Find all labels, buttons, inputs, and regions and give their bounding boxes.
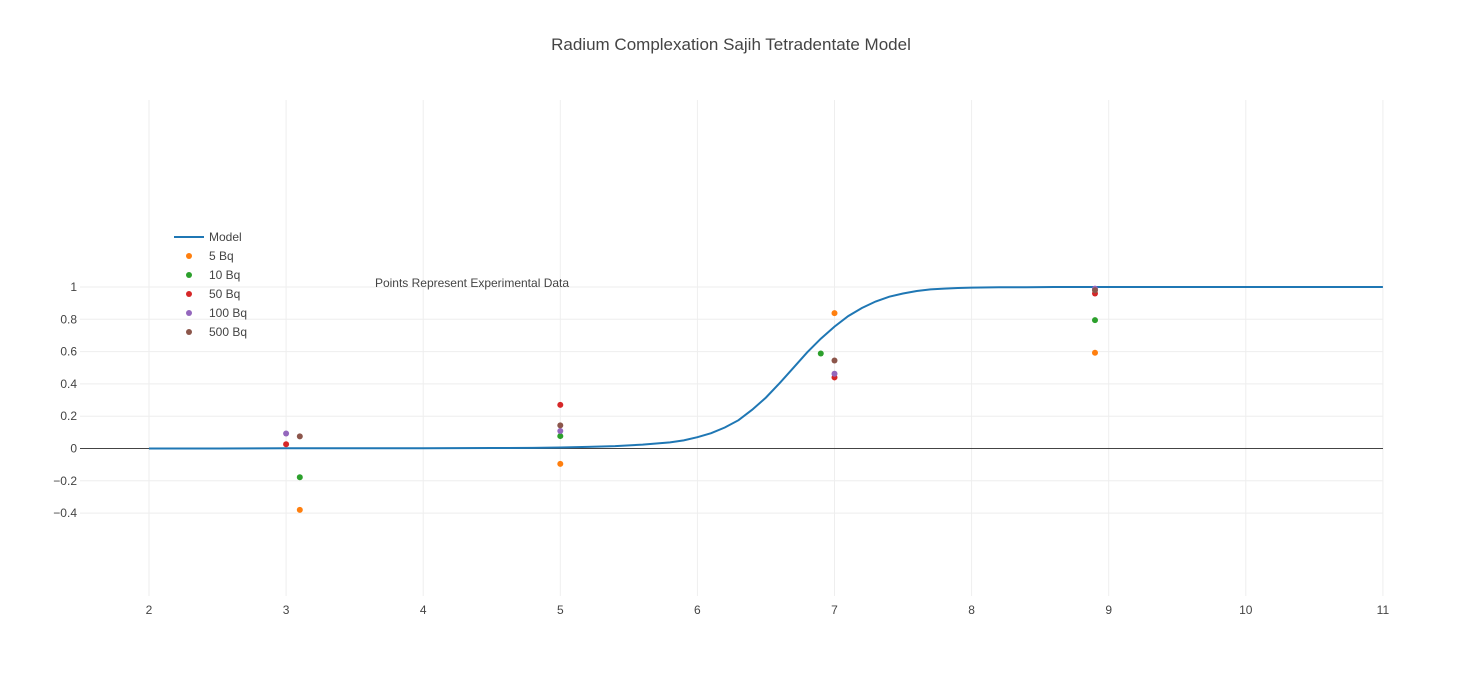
legend-label: Model (209, 230, 242, 244)
data-point[interactable] (831, 310, 838, 317)
x-tick-label: 3 (283, 603, 290, 617)
legend[interactable]: Model 5 Bq 10 Bq 50 Bq 100 Bq 500 Bq (174, 230, 247, 339)
data-point[interactable] (831, 370, 838, 377)
x-tick-label: 5 (557, 603, 564, 617)
x-tick-label: 4 (420, 603, 427, 617)
y-tick-label: 0.4 (60, 377, 77, 391)
x-tick-label: 9 (1105, 603, 1112, 617)
data-point[interactable] (296, 506, 303, 513)
x-tick-label: 6 (694, 603, 701, 617)
data-point[interactable] (831, 357, 838, 364)
data-point[interactable] (557, 460, 564, 467)
y-tick-label: −0.2 (53, 474, 77, 488)
data-point[interactable] (296, 474, 303, 481)
legend-marker-swatch (186, 329, 192, 335)
y-tick-label: 0.2 (60, 409, 77, 423)
annotation: Points Represent Experimental Data (375, 276, 569, 290)
data-point[interactable] (557, 433, 564, 440)
grid (80, 100, 1384, 596)
x-tick-label: 2 (146, 603, 153, 617)
legend-label: 100 Bq (209, 306, 247, 320)
data-point[interactable] (1091, 287, 1098, 294)
data-point[interactable] (1091, 349, 1098, 356)
x-tick-label: 11 (1377, 603, 1390, 617)
legend-marker-swatch (186, 272, 192, 278)
legend-label: 50 Bq (209, 287, 240, 301)
legend-item[interactable]: 100 Bq (186, 306, 247, 320)
legend-marker-swatch (186, 310, 192, 316)
legend-label: 5 Bq (209, 249, 234, 263)
data-point[interactable] (1091, 317, 1098, 324)
legend-item[interactable]: 5 Bq (186, 249, 234, 263)
legend-item[interactable]: 50 Bq (186, 287, 240, 301)
data-point[interactable] (817, 350, 824, 357)
plot-area[interactable] (149, 285, 1383, 513)
data-point[interactable] (557, 401, 564, 408)
legend-label: 10 Bq (209, 268, 240, 282)
legend-marker-swatch (186, 253, 192, 259)
legend-item[interactable]: 10 Bq (186, 268, 240, 282)
y-axis: −0.4 −0.2 0 0.2 0.4 0.6 0.8 1 (53, 280, 77, 520)
legend-item[interactable]: 500 Bq (186, 325, 247, 339)
y-tick-label: 0.8 (60, 312, 77, 326)
x-tick-label: 7 (831, 603, 838, 617)
x-tick-label: 8 (968, 603, 975, 617)
y-tick-label: 1 (70, 280, 77, 294)
data-point[interactable] (283, 441, 290, 448)
y-tick-label: 0 (70, 442, 77, 456)
legend-label: 500 Bq (209, 325, 247, 339)
data-point[interactable] (283, 430, 290, 437)
chart-title: Radium Complexation Sajih Tetradentate M… (551, 35, 911, 54)
data-point[interactable] (296, 433, 303, 440)
y-tick-label: 0.6 (60, 345, 77, 359)
x-axis: 2 3 4 5 6 7 8 9 10 11 (146, 603, 1390, 617)
series-line-model[interactable] (149, 286, 1383, 450)
data-point[interactable] (557, 422, 564, 429)
legend-item-model[interactable]: Model (174, 230, 242, 244)
data-point[interactable] (557, 428, 564, 435)
legend-marker-swatch (186, 291, 192, 297)
y-tick-label: −0.4 (53, 506, 77, 520)
x-tick-label: 10 (1239, 603, 1253, 617)
